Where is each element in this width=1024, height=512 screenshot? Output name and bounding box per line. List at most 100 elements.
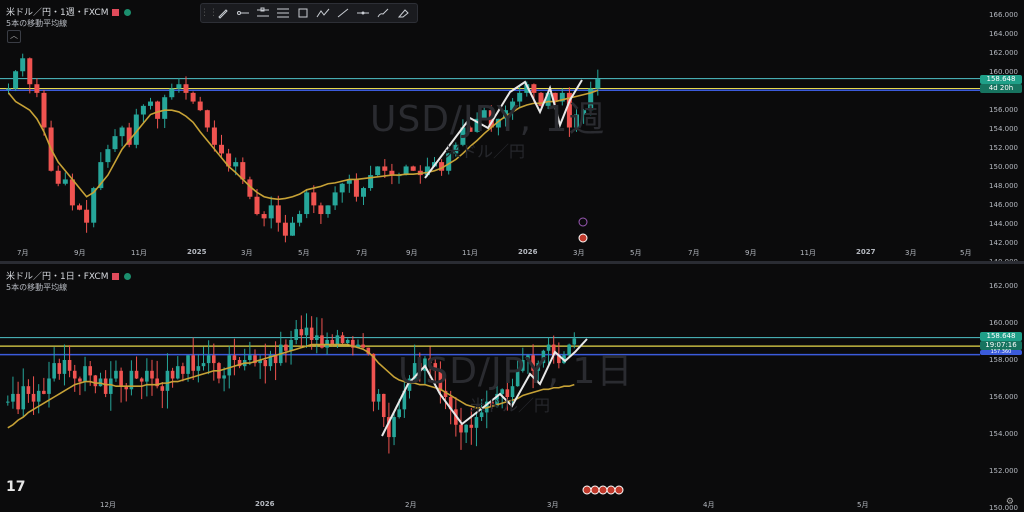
candle-body	[376, 393, 381, 402]
candle-body	[500, 389, 504, 394]
path-icon[interactable]	[313, 5, 333, 21]
candle-body	[510, 101, 516, 111]
candle-body	[389, 170, 395, 176]
candle-body	[227, 355, 232, 376]
weekly-ma-legend[interactable]: 5本の移動平均線	[6, 19, 68, 28]
price-tick: 166.000	[989, 11, 1018, 19]
pane-divider[interactable]	[0, 261, 1024, 264]
weekly-symbol-title[interactable]: 米ドル／円・1週・FXCM	[6, 5, 132, 18]
candle-body	[211, 127, 217, 145]
candle-body	[42, 390, 46, 394]
candle-body	[531, 355, 535, 371]
candle-body	[566, 92, 572, 128]
candle-body	[204, 110, 210, 128]
time-tick: 11月	[131, 249, 147, 257]
candle-body	[254, 196, 260, 215]
candle-body	[57, 363, 62, 374]
collapse-legend-icon[interactable]: ︿	[7, 30, 21, 43]
time-tick: 5月	[960, 249, 972, 257]
candle-body	[114, 370, 118, 379]
candle-body	[98, 162, 104, 189]
candle-body	[375, 166, 381, 176]
flag-icon	[112, 9, 120, 16]
time-tick: 5月	[857, 501, 869, 509]
candle-body	[282, 222, 288, 236]
weekly-time-axis[interactable]: 7月 9月 11月 2025 3月 5月 7月 9月 11月 2026 3月 5月 7月 9月 11月 202…	[0, 248, 980, 260]
candle-body	[150, 370, 154, 379]
candle-body	[299, 329, 304, 336]
daily-time-axis[interactable]: 12月 2026 2月 3月 4月 5月	[0, 500, 980, 512]
candle-body	[212, 355, 216, 364]
gear-icon[interactable]: ⚙	[1005, 497, 1014, 507]
candle-body	[196, 366, 201, 371]
candle-body	[145, 370, 149, 382]
horizontal-line-icon[interactable]	[353, 5, 373, 21]
weekly-last-price-label: 158.648	[980, 75, 1022, 84]
rectangle-icon[interactable]	[293, 5, 313, 21]
time-tick: 12月	[100, 501, 116, 509]
candle-body	[78, 378, 82, 382]
candle-body	[392, 417, 396, 438]
fib-icon[interactable]	[273, 5, 293, 21]
us-flag-event-icon	[578, 233, 588, 243]
eraser-icon[interactable]	[393, 5, 413, 21]
candle-body	[119, 127, 125, 137]
daily-symbol-title[interactable]: 米ドル／円・1日・FXCM	[6, 269, 132, 282]
daily-price-axis[interactable]: 162.000 160.000 158.000 156.000 154.000 152.0…	[974, 264, 1024, 512]
candle-body	[253, 355, 257, 364]
candle-body	[84, 209, 90, 223]
candle-body	[109, 378, 113, 394]
time-tick: 4月	[703, 501, 715, 509]
candle-body	[407, 378, 412, 391]
candle-body	[186, 355, 190, 374]
candle-body	[16, 393, 20, 410]
weekly-price-axis[interactable]: 166.000164.000162.000160.000158.000156.0…	[974, 0, 1024, 266]
candle-body	[197, 101, 203, 111]
time-tick: 2026	[518, 248, 538, 256]
drag-handle-icon[interactable]: ⋮⋮	[200, 8, 218, 18]
candle-body	[397, 409, 401, 418]
daily-chart-pane[interactable]: USD/JPY, 1日 米ドル／円 米ドル／円・1日・FXCM 5本の移動平均線…	[0, 264, 1024, 512]
time-tick: 3月	[905, 249, 917, 257]
ray-icon[interactable]	[233, 5, 253, 21]
candle-body	[148, 101, 153, 106]
weekly-chart-canvas[interactable]	[0, 0, 1024, 261]
candle-body	[412, 363, 417, 379]
candle-body	[402, 390, 407, 410]
price-tick: 158.000	[989, 356, 1018, 364]
candle-body	[340, 335, 345, 344]
candle-body	[588, 88, 594, 111]
candle-body	[381, 393, 386, 418]
candle-body	[62, 179, 68, 184]
candle-body	[133, 114, 139, 145]
candle-body	[467, 127, 473, 132]
pencil-icon[interactable]	[213, 5, 233, 21]
candle-body	[311, 192, 317, 206]
candle-body	[515, 370, 520, 387]
candle-body	[403, 166, 409, 176]
weekly-title-text: 米ドル／円・1週・FXCM	[6, 8, 109, 18]
trendline-icon[interactable]	[333, 5, 353, 21]
candle-body	[170, 370, 175, 379]
candle-body	[268, 205, 274, 219]
candle-body	[27, 58, 33, 85]
candle-body	[20, 58, 26, 72]
candle-body	[495, 118, 501, 128]
candle-body	[346, 179, 352, 184]
parallel-icon[interactable]	[253, 5, 273, 21]
time-tick: 2026	[255, 500, 275, 508]
daily-last-price-label: 158.648	[980, 332, 1022, 341]
candle-body	[503, 110, 508, 119]
candle-body	[294, 329, 298, 340]
daily-title-text: 米ドル／円・1日・FXCM	[6, 272, 109, 282]
moving-average-line	[7, 343, 575, 429]
daily-ma-legend[interactable]: 5本の移動平均線	[6, 283, 68, 292]
weekly-chart-pane[interactable]: USD/JPY, 1週 米ドル／円 米ドル／円・1週・FXCM 5本の移動平均線…	[0, 0, 1024, 266]
candle-body	[134, 370, 139, 379]
candle-body	[335, 335, 340, 345]
daily-chart-canvas[interactable]	[0, 264, 1024, 511]
candle-body	[103, 378, 108, 394]
candle-body	[36, 390, 41, 402]
brush-icon[interactable]	[373, 5, 393, 21]
tradingview-logo[interactable]: 17	[6, 479, 26, 495]
